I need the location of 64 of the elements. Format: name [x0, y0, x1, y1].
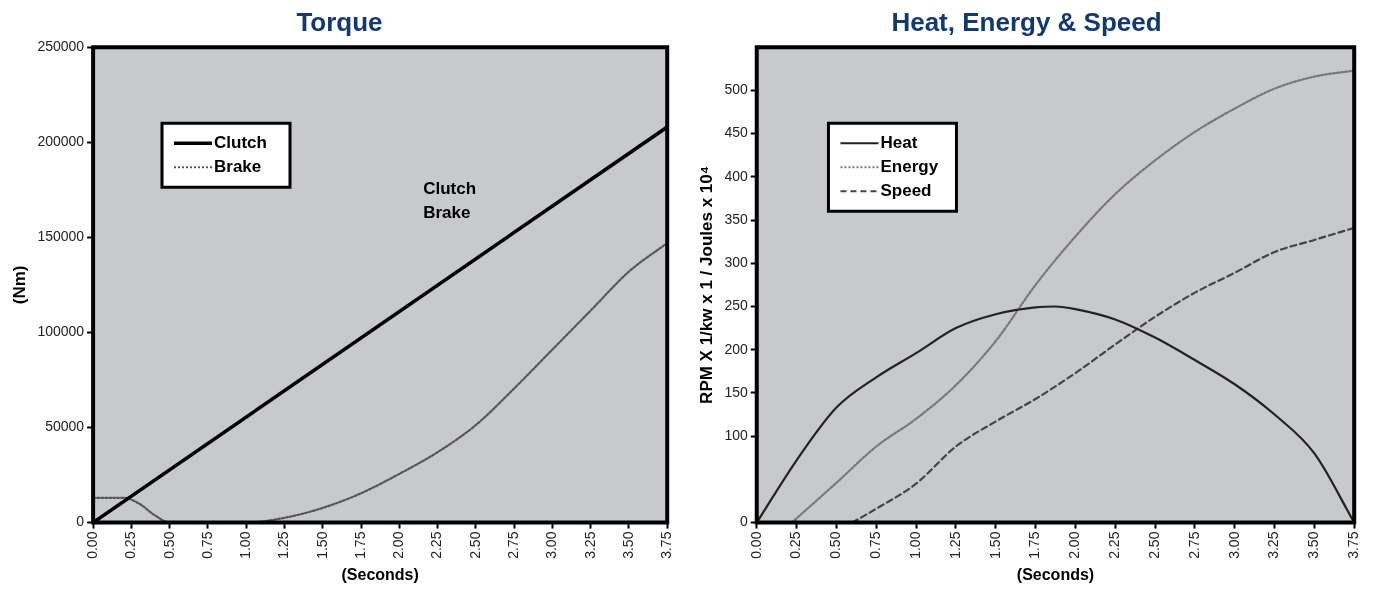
y-tick-label: 500	[724, 81, 748, 98]
x-tick-label: 0.25	[122, 531, 139, 559]
x-tick-label: 2.25	[1106, 531, 1123, 559]
y-tick-label: 250	[724, 297, 748, 314]
y-tick-label: 300	[724, 254, 748, 271]
x-tick-label: 1.25	[275, 531, 292, 559]
y-tick-label: 450	[724, 124, 748, 141]
x-tick-label: 2.00	[1066, 531, 1083, 559]
x-tick-label: 1.00	[237, 531, 254, 559]
legend-label: Energy	[880, 156, 939, 176]
x-tick-label: 0.50	[827, 531, 844, 559]
x-tick-label: 0.00	[747, 531, 764, 559]
y-tick-label: 100000	[37, 323, 85, 340]
y-tick-label: 200	[724, 340, 748, 357]
x-tick-label: 2.25	[428, 531, 445, 559]
legend-label: Speed	[880, 180, 932, 200]
y-axis-title: (Nm)	[9, 265, 29, 305]
y-tick-label: 250000	[37, 38, 85, 55]
x-tick-label: 1.25	[946, 531, 963, 559]
y-tick-label: 400	[724, 167, 748, 184]
chart-title: Heat, Energy & Speed	[891, 6, 1162, 37]
x-tick-label: 3.50	[619, 531, 636, 559]
y-tick-label: 100	[724, 426, 748, 443]
line-series	[756, 305, 1355, 523]
legend-label: Clutch	[214, 132, 267, 152]
x-tick-label: 3.00	[543, 531, 560, 559]
y-tick-label: 150	[724, 383, 748, 400]
x-axis-title: (Seconds)	[1016, 565, 1095, 583]
x-tick-label: 1.50	[313, 531, 330, 559]
y-tick-label: 200000	[37, 133, 85, 150]
x-tick-label: 0.50	[160, 531, 177, 559]
x-tick-label: 2.50	[1145, 531, 1162, 559]
x-tick-label: 1.00	[906, 531, 923, 559]
chart-title: Torque	[296, 6, 383, 37]
legend-label: Heat	[880, 132, 918, 152]
y-tick-label: 150000	[37, 228, 85, 245]
x-tick-label: 2.00	[390, 531, 407, 559]
y-tick-label: 50000	[45, 418, 85, 435]
annotation: Brake	[423, 203, 471, 223]
x-tick-label: 0.25	[787, 531, 804, 559]
x-tick-label: 3.25	[581, 531, 598, 559]
x-tick-label: 1.50	[986, 531, 1003, 559]
y-tick-label: 0	[739, 513, 748, 530]
x-tick-label: 3.75	[658, 531, 675, 559]
x-tick-label: 1.75	[351, 531, 368, 559]
x-tick-label: 3.50	[1305, 531, 1322, 559]
annotation: Clutch	[423, 179, 477, 199]
y-tick-label: 0	[76, 513, 85, 530]
x-tick-label: 1.75	[1026, 531, 1043, 559]
x-tick-label: 0.75	[198, 531, 215, 559]
x-tick-label: 2.75	[504, 531, 521, 559]
x-tick-label: 3.75	[1345, 531, 1362, 559]
legend-label: Brake	[214, 156, 262, 176]
line-series	[790, 69, 1355, 523]
x-tick-label: 2.50	[466, 531, 483, 559]
x-tick-label: 3.00	[1225, 531, 1242, 559]
x-tick-label: 0.75	[867, 531, 884, 559]
x-tick-label: 3.25	[1265, 531, 1282, 559]
line-series	[851, 226, 1355, 523]
y-tick-label: 350	[724, 210, 748, 227]
x-tick-label: 2.75	[1185, 531, 1202, 559]
y-axis-title: RPM X 1/kw x 1 / Joules x 10⁴	[696, 165, 716, 404]
x-tick-label: 0.00	[83, 531, 100, 559]
x-axis-title: (Seconds)	[341, 565, 419, 583]
